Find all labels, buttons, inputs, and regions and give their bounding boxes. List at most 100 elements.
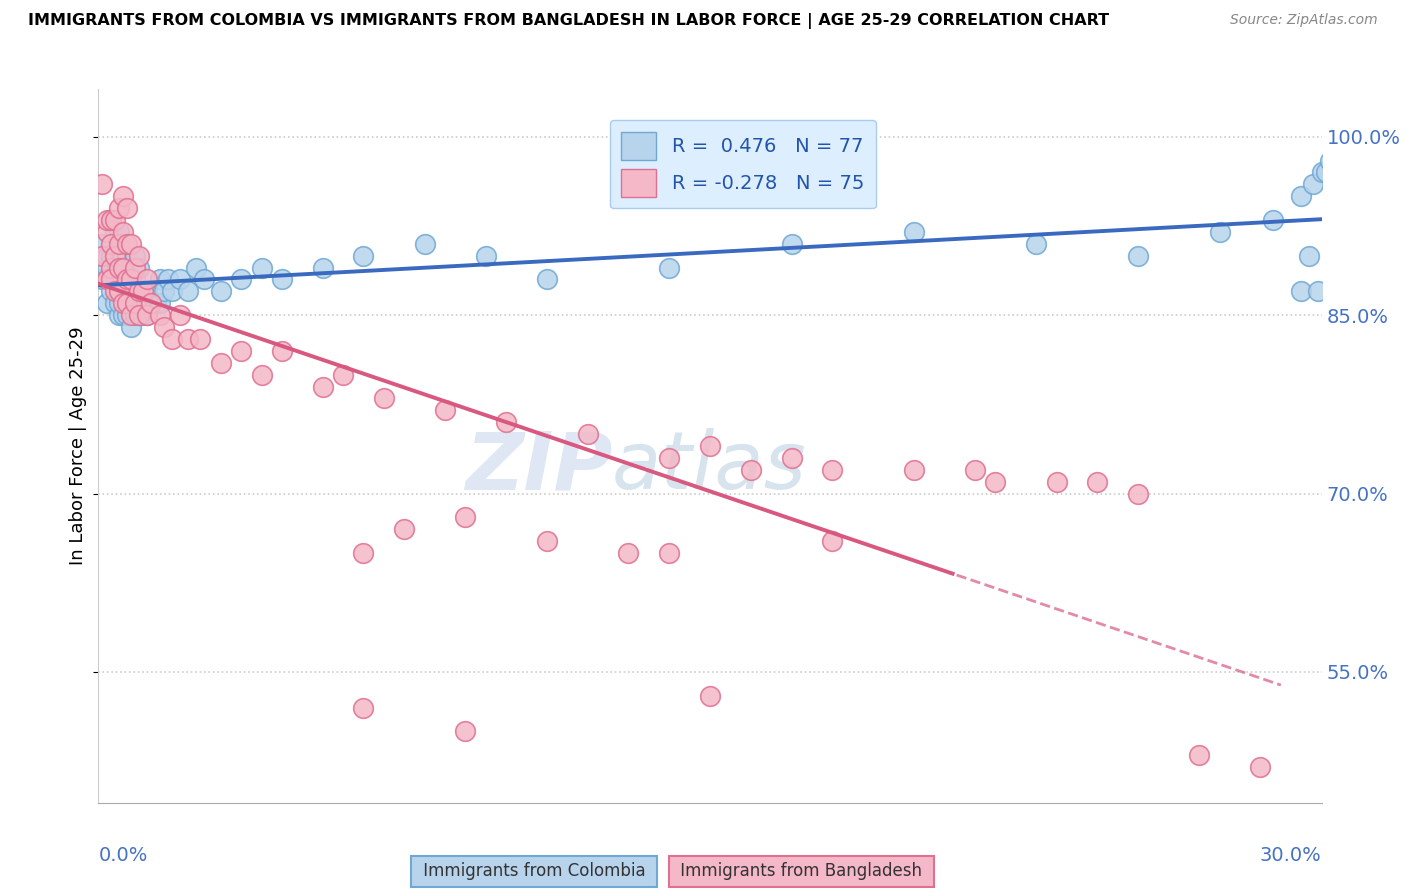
Point [108,296,131,310]
Point [100,272,122,286]
Point [780,450,803,465]
Point [699,689,721,703]
Point [160,332,183,346]
Point [136,308,159,322]
Point [1128,249,1150,263]
Point [821,463,844,477]
Point [100,213,122,227]
Point [108,249,131,263]
Point [231,272,253,286]
Point [1310,165,1333,179]
Point [149,296,172,310]
Point [108,260,131,275]
Point [115,285,138,299]
Point [1315,165,1337,179]
Point [108,225,131,239]
Point [740,463,762,477]
Point [193,272,215,286]
Point [1302,178,1324,192]
Point [352,546,374,560]
Point [124,308,146,322]
Point [128,285,150,299]
Point [100,260,122,275]
Point [100,213,122,227]
Point [100,249,122,263]
Text: Immigrants from Colombia: Immigrants from Colombia [418,863,651,880]
Point [352,700,374,714]
Text: Immigrants from Bangladesh: Immigrants from Bangladesh [675,863,928,880]
Point [104,296,127,310]
Point [699,439,721,453]
Point [120,308,142,322]
Point [821,534,844,549]
Point [209,285,232,299]
Point [454,724,477,739]
Point [984,475,1007,489]
Point [209,356,232,370]
Point [1249,760,1271,774]
Point [160,285,183,299]
Point [965,463,987,477]
Point [96,296,118,310]
Point [1291,189,1313,203]
Point [104,213,127,227]
Point [128,308,150,322]
Point [1298,249,1320,263]
Point [1085,475,1108,489]
Point [188,332,212,346]
Point [658,546,681,560]
Point [152,285,174,299]
Point [96,260,118,275]
Point [270,343,294,358]
Point [1319,153,1341,168]
Point [169,272,191,286]
Point [1306,285,1329,299]
Point [136,285,159,299]
Point [115,201,138,215]
Point [115,296,138,310]
Point [124,272,146,286]
Point [332,368,354,382]
Point [903,463,925,477]
Point [108,308,131,322]
Point [454,510,477,524]
Point [115,249,138,263]
Point [115,272,138,286]
Point [91,249,114,263]
Point [115,236,138,251]
Point [617,546,640,560]
Point [392,522,416,536]
Point [111,308,134,322]
Point [111,189,134,203]
Point [1128,486,1150,500]
Point [120,272,142,286]
Y-axis label: In Labor Force | Age 25-29: In Labor Force | Age 25-29 [69,326,87,566]
Point [120,296,142,310]
Point [352,249,374,263]
Point [111,260,134,275]
Point [132,285,155,299]
Point [474,249,498,263]
Point [108,285,131,299]
Point [149,308,172,322]
Point [536,272,558,286]
Point [177,332,200,346]
Point [1188,748,1211,763]
Text: 30.0%: 30.0% [1260,846,1322,864]
Point [177,285,200,299]
Point [152,320,174,334]
Point [903,225,925,239]
Point [149,272,172,286]
Text: 0.0%: 0.0% [98,846,148,864]
Point [128,285,150,299]
Point [108,201,131,215]
Point [141,296,163,310]
Point [91,178,114,192]
Text: Source: ZipAtlas.com: Source: ZipAtlas.com [1230,13,1378,28]
Point [111,249,134,263]
Point [96,225,118,239]
Point [145,296,167,310]
Point [96,272,118,286]
Point [312,379,335,393]
Point [115,308,138,322]
